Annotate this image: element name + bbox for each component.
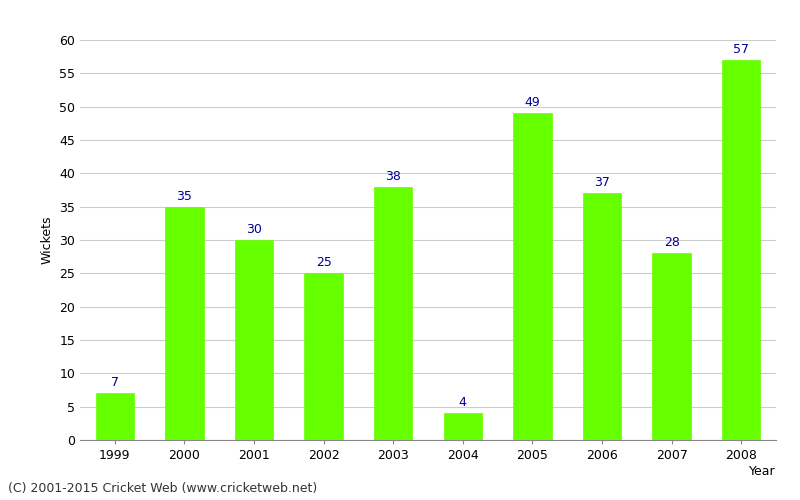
Bar bbox=[166, 206, 203, 440]
Text: 30: 30 bbox=[246, 223, 262, 236]
Bar bbox=[235, 240, 273, 440]
Text: 49: 49 bbox=[525, 96, 540, 110]
Text: 35: 35 bbox=[177, 190, 192, 202]
Bar bbox=[374, 186, 412, 440]
Bar bbox=[514, 114, 551, 440]
Text: 7: 7 bbox=[110, 376, 119, 390]
Text: 38: 38 bbox=[386, 170, 401, 182]
Bar bbox=[96, 394, 134, 440]
Text: 25: 25 bbox=[316, 256, 331, 270]
Text: (C) 2001-2015 Cricket Web (www.cricketweb.net): (C) 2001-2015 Cricket Web (www.cricketwe… bbox=[8, 482, 318, 495]
Bar bbox=[305, 274, 342, 440]
Bar bbox=[722, 60, 760, 440]
Text: 28: 28 bbox=[664, 236, 679, 250]
Text: 37: 37 bbox=[594, 176, 610, 190]
Text: 57: 57 bbox=[734, 43, 750, 56]
Y-axis label: Wickets: Wickets bbox=[41, 216, 54, 264]
Bar bbox=[583, 194, 621, 440]
Bar bbox=[653, 254, 690, 440]
X-axis label: Year: Year bbox=[750, 465, 776, 478]
Text: 4: 4 bbox=[459, 396, 466, 409]
Bar bbox=[444, 414, 482, 440]
